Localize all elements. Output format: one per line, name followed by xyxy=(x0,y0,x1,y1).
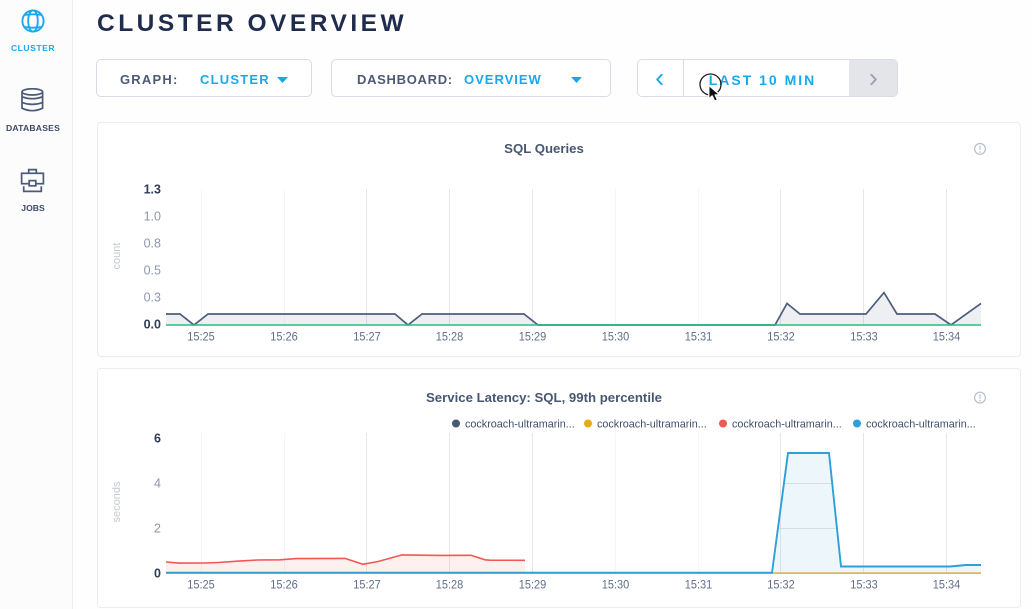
svg-text:15:34: 15:34 xyxy=(933,578,961,592)
svg-text:4: 4 xyxy=(154,477,161,491)
svg-text:15:33: 15:33 xyxy=(850,578,878,592)
svg-text:1.0: 1.0 xyxy=(144,210,161,224)
svg-text:15:25: 15:25 xyxy=(187,330,215,344)
svg-text:15:32: 15:32 xyxy=(767,330,795,344)
svg-text:SQL Queries: SQL Queries xyxy=(504,141,584,156)
svg-text:0.8: 0.8 xyxy=(144,237,161,251)
svg-text:15:27: 15:27 xyxy=(353,578,381,592)
svg-text:15:26: 15:26 xyxy=(270,578,298,592)
svg-text:Service Latency: SQL, 99th per: Service Latency: SQL, 99th percentile xyxy=(426,390,662,405)
svg-text:15:26: 15:26 xyxy=(270,330,298,344)
svg-text:cockroach-ultramarin...: cockroach-ultramarin... xyxy=(465,419,575,431)
svg-text:15:32: 15:32 xyxy=(767,578,795,592)
svg-text:cockroach-ultramarin...: cockroach-ultramarin... xyxy=(866,419,976,431)
svg-text:15:33: 15:33 xyxy=(850,330,878,344)
svg-text:0.3: 0.3 xyxy=(144,291,161,305)
svg-text:cockroach-ultramarin...: cockroach-ultramarin... xyxy=(732,419,842,431)
svg-text:cockroach-ultramarin...: cockroach-ultramarin... xyxy=(597,419,707,431)
svg-text:15:30: 15:30 xyxy=(602,578,630,592)
svg-text:15:29: 15:29 xyxy=(519,330,547,344)
svg-text:15:29: 15:29 xyxy=(519,578,547,592)
svg-text:15:30: 15:30 xyxy=(602,330,630,344)
svg-text:15:27: 15:27 xyxy=(353,330,381,344)
svg-text:6: 6 xyxy=(154,432,161,446)
svg-text:15:31: 15:31 xyxy=(685,578,713,592)
svg-text:0.5: 0.5 xyxy=(144,264,161,278)
svg-text:15:25: 15:25 xyxy=(187,578,215,592)
svg-text:count: count xyxy=(111,243,123,270)
svg-text:15:28: 15:28 xyxy=(436,330,464,344)
svg-text:0: 0 xyxy=(154,567,161,581)
svg-text:seconds: seconds xyxy=(111,481,123,522)
svg-text:1.3: 1.3 xyxy=(144,183,161,197)
svg-text:15:28: 15:28 xyxy=(436,578,464,592)
svg-text:0.0: 0.0 xyxy=(144,318,161,332)
svg-text:2: 2 xyxy=(154,522,161,536)
svg-text:15:31: 15:31 xyxy=(685,330,713,344)
svg-text:15:34: 15:34 xyxy=(933,330,961,344)
